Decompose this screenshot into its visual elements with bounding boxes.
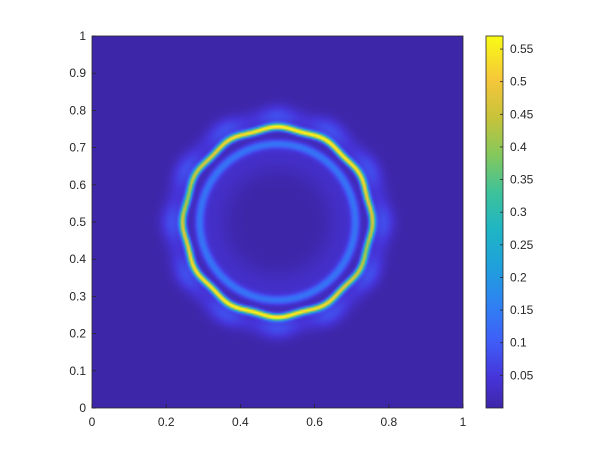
colorbar-tick-label: 0.15 [510,303,534,317]
y-tick-label: 0.8 [69,103,86,117]
x-axis: 0 0.2 0.4 0.6 0.8 1 [89,404,467,429]
colorbar-tick-label: 0.4 [510,140,527,154]
y-tick-label: 0.4 [69,252,86,266]
colorbar-tick-label: 0.35 [510,173,534,187]
colorbar: 0.05 0.1 0.15 0.2 0.25 0.3 0.35 0.4 0.45 0.5 0.55 [485,35,534,409]
colorbar-ticks: 0.05 0.1 0.15 0.2 0.25 0.3 0.35 0.4 0.45 0.5 0.55 [500,42,534,382]
colorbar-tick-label: 0.2 [510,270,527,284]
x-tick-label: 0.6 [306,415,323,429]
y-axis: 0 0.1 0.2 0.3 0.4 0.5 0.6 0.7 0.8 0.9 1 [69,29,96,415]
y-tick-label: 0.2 [69,327,86,341]
colorbar-tick-label: 0.05 [510,368,534,382]
x-tick-label: 0.4 [232,415,249,429]
y-tick-label: 1 [79,29,86,43]
y-tick-label: 0.7 [69,141,86,155]
x-tick-label: 0.8 [380,415,397,429]
x-tick-label: 0.2 [158,415,175,429]
colorbar-tick-label: 0.25 [510,238,534,252]
y-tick-label: 0.3 [69,289,86,303]
colorbar-gradient [486,36,503,408]
heatmap-plot-area [91,35,464,409]
y-tick-label: 0 [79,401,86,415]
colorbar-tick-label: 0.1 [510,336,527,350]
x-tick-label: 1 [460,415,467,429]
colorbar-tick-label: 0.45 [510,107,534,121]
heatmap-field [92,36,463,408]
y-tick-label: 0.6 [69,178,86,192]
y-tick-label: 0.1 [69,364,86,378]
x-tick-label: 0 [89,415,96,429]
colorbar-tick-label: 0.5 [510,75,527,89]
colorbar-tick-label: 0.3 [510,205,527,219]
y-tick-label: 0.9 [69,66,86,80]
colorbar-tick-label: 0.55 [510,42,534,56]
y-tick-label: 0.5 [69,215,86,229]
colorbar-frame [485,35,504,409]
